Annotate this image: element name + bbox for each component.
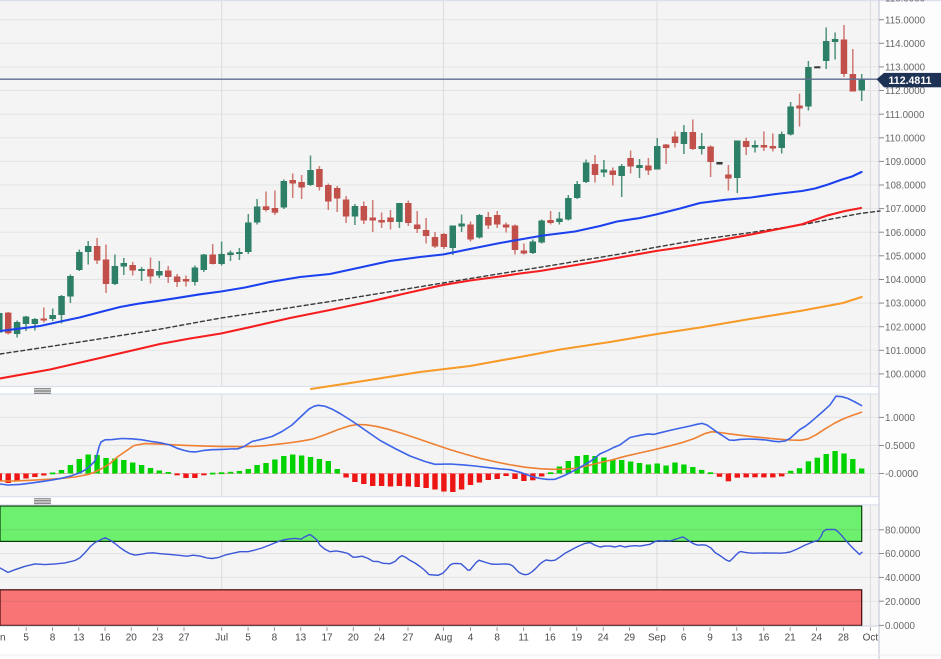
- svg-text:24: 24: [598, 633, 610, 644]
- svg-text:103.0000: 103.0000: [885, 299, 926, 310]
- svg-text:24: 24: [374, 633, 386, 644]
- svg-text:19: 19: [571, 633, 583, 644]
- svg-text:8: 8: [272, 633, 278, 644]
- svg-text:5: 5: [245, 633, 251, 644]
- svg-text:115.0000: 115.0000: [885, 15, 926, 26]
- svg-text:20: 20: [348, 633, 360, 644]
- svg-text:21: 21: [785, 633, 797, 644]
- svg-text:111.0000: 111.0000: [885, 110, 925, 121]
- svg-text:101.0000: 101.0000: [885, 346, 926, 357]
- svg-text:Sep: Sep: [648, 633, 666, 644]
- svg-text:102.0000: 102.0000: [885, 322, 926, 333]
- svg-text:104.0000: 104.0000: [885, 275, 926, 286]
- svg-text:40.0000: 40.0000: [885, 573, 921, 584]
- svg-text:23: 23: [152, 633, 164, 644]
- svg-text:6: 6: [681, 633, 687, 644]
- svg-text:17: 17: [321, 633, 333, 644]
- svg-text:9: 9: [707, 633, 713, 644]
- svg-text:Jul: Jul: [215, 633, 228, 644]
- svg-text:20.0000: 20.0000: [885, 597, 921, 608]
- svg-text:Oct: Oct: [863, 633, 879, 644]
- svg-text:16: 16: [99, 633, 111, 644]
- svg-text:114.0000: 114.0000: [885, 39, 926, 50]
- svg-text:8: 8: [494, 633, 500, 644]
- svg-text:-0.0000: -0.0000: [885, 469, 919, 480]
- svg-text:13: 13: [73, 633, 85, 644]
- svg-text:113.0000: 113.0000: [885, 63, 926, 74]
- svg-text:108.0000: 108.0000: [885, 181, 926, 192]
- svg-text:Aug: Aug: [435, 633, 453, 644]
- svg-text:13: 13: [295, 633, 307, 644]
- svg-text:112.0000: 112.0000: [885, 86, 926, 97]
- svg-text:13: 13: [731, 633, 743, 644]
- svg-text:24: 24: [811, 633, 823, 644]
- svg-text:1.0000: 1.0000: [885, 413, 916, 424]
- svg-text:27: 27: [178, 633, 190, 644]
- svg-text:107.0000: 107.0000: [885, 204, 926, 215]
- svg-text:5: 5: [23, 633, 29, 644]
- svg-text:0.5000: 0.5000: [885, 441, 916, 452]
- svg-text:20: 20: [126, 633, 138, 644]
- svg-text:100.0000: 100.0000: [885, 370, 926, 381]
- svg-text:60.0000: 60.0000: [885, 549, 921, 560]
- svg-text:110.0000: 110.0000: [885, 133, 926, 144]
- svg-text:105.0000: 105.0000: [885, 251, 926, 262]
- svg-text:80.0000: 80.0000: [885, 525, 921, 536]
- svg-text:0.0000: 0.0000: [885, 621, 916, 632]
- svg-text:4: 4: [468, 633, 474, 644]
- svg-text:27: 27: [402, 633, 414, 644]
- svg-text:16: 16: [545, 633, 557, 644]
- svg-text:16: 16: [758, 633, 770, 644]
- svg-text:116.0000: 116.0000: [885, 0, 926, 5]
- svg-text:109.0000: 109.0000: [885, 157, 926, 168]
- svg-text:Jun: Jun: [0, 633, 6, 644]
- svg-text:11: 11: [518, 633, 529, 644]
- svg-text:112.4811: 112.4811: [889, 75, 932, 87]
- svg-text:106.0000: 106.0000: [885, 228, 926, 239]
- svg-text:29: 29: [624, 633, 636, 644]
- svg-text:8: 8: [50, 633, 56, 644]
- svg-text:28: 28: [838, 633, 850, 644]
